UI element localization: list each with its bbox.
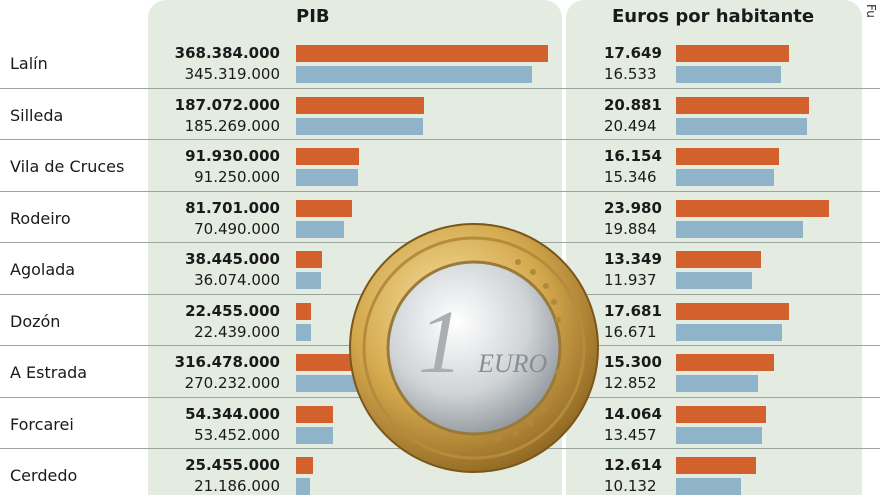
pib-current-bar bbox=[296, 199, 352, 217]
pib-current-value: 187.072.000 bbox=[174, 95, 280, 114]
euros-previous-bar bbox=[676, 426, 762, 444]
pib-previous-value: 185.269.000 bbox=[184, 116, 280, 135]
euro-coin-image: 1 EURO bbox=[349, 223, 599, 473]
euros-current-value: 17.681 bbox=[604, 301, 662, 320]
row-separator bbox=[0, 190, 880, 192]
pib-previous-value: 53.452.000 bbox=[194, 425, 280, 444]
municipality-label: Lalín bbox=[10, 54, 48, 73]
euros-current-value: 15.300 bbox=[604, 353, 662, 371]
euros-previous-value: 19.884 bbox=[604, 219, 657, 238]
pib-current-value: 22.455.000 bbox=[185, 301, 280, 320]
pib-current-bar bbox=[296, 302, 312, 320]
euros-previous-bar bbox=[676, 272, 753, 289]
municipality-label: Dozón bbox=[10, 311, 61, 331]
euros-header: Euros por habitante bbox=[612, 6, 815, 27]
euros-previous-bar bbox=[676, 117, 807, 135]
euros-previous-bar bbox=[676, 375, 758, 392]
euros-current-bar bbox=[676, 354, 774, 371]
row-separator bbox=[0, 139, 880, 140]
pib-current-bar bbox=[296, 96, 424, 114]
euros-current-bar bbox=[676, 45, 789, 62]
municipality-label: Agolada bbox=[10, 260, 76, 279]
row-separator bbox=[0, 87, 880, 89]
pib-current-bar bbox=[296, 45, 548, 62]
euros-current-bar bbox=[676, 302, 789, 320]
pib-header: PIB bbox=[296, 6, 330, 27]
euros-current-bar bbox=[676, 457, 757, 474]
euros-current-value: 20.881 bbox=[604, 95, 662, 114]
pib-previous-value: 270.232.000 bbox=[184, 374, 280, 392]
pib-current-bar bbox=[296, 251, 323, 268]
euros-previous-bar bbox=[676, 323, 783, 341]
pib-previous-bar bbox=[296, 426, 333, 444]
euros-current-value: 17.649 bbox=[604, 44, 662, 62]
pib-previous-bar bbox=[296, 323, 312, 341]
euros-current-bar bbox=[676, 148, 780, 165]
municipality-label: Forcarei bbox=[10, 414, 74, 434]
euros-previous-value: 13.457 bbox=[604, 425, 657, 444]
pib-current-value: 316.478.000 bbox=[174, 353, 280, 371]
pib-current-value: 368.384.000 bbox=[174, 44, 280, 62]
pib-previous-value: 21.186.000 bbox=[194, 477, 280, 495]
euros-previous-value: 16.533 bbox=[604, 65, 657, 83]
pib-current-bar bbox=[296, 148, 359, 165]
euros-previous-value: 12.852 bbox=[604, 374, 657, 392]
pib-current-value: 91.930.000 bbox=[185, 147, 280, 165]
source-label: Fu bbox=[864, 4, 878, 18]
pib-current-value: 38.445.000 bbox=[185, 250, 280, 268]
euros-previous-value: 10.132 bbox=[604, 477, 657, 495]
pib-previous-value: 36.074.000 bbox=[194, 271, 280, 289]
euros-current-value: 12.614 bbox=[604, 456, 662, 474]
pib-previous-bar bbox=[296, 66, 533, 83]
coin-text: EURO bbox=[477, 349, 548, 378]
euros-previous-value: 16.671 bbox=[604, 322, 657, 341]
euros-previous-bar bbox=[676, 220, 803, 238]
euros-previous-value: 20.494 bbox=[604, 116, 657, 135]
municipality-label: A Estrada bbox=[10, 363, 88, 382]
pib-previous-bar bbox=[296, 478, 311, 495]
municipality-label: Silleda bbox=[10, 105, 64, 125]
pib-previous-value: 22.439.000 bbox=[194, 322, 280, 341]
pib-current-bar bbox=[296, 457, 314, 474]
coin-denomination: 1 bbox=[418, 293, 463, 392]
euros-previous-value: 15.346 bbox=[604, 168, 657, 186]
pib-previous-bar bbox=[296, 220, 345, 238]
pib-previous-value: 91.250.000 bbox=[194, 168, 280, 186]
municipality-label: Vila de Cruces bbox=[10, 157, 125, 176]
euros-current-value: 14.064 bbox=[604, 404, 662, 423]
municipality-label: Rodeiro bbox=[10, 208, 71, 228]
euros-current-bar bbox=[676, 251, 762, 268]
euros-previous-value: 11.937 bbox=[604, 271, 657, 289]
pib-previous-value: 70.490.000 bbox=[194, 219, 280, 238]
euros-previous-bar bbox=[676, 66, 782, 83]
euros-previous-bar bbox=[676, 478, 741, 495]
pib-previous-bar bbox=[296, 169, 359, 186]
pib-previous-bar bbox=[296, 272, 321, 289]
euros-current-value: 13.349 bbox=[604, 250, 662, 268]
pib-previous-bar bbox=[296, 117, 423, 135]
pib-current-value: 54.344.000 bbox=[185, 404, 280, 423]
euros-current-bar bbox=[676, 199, 829, 217]
euros-current-bar bbox=[676, 405, 766, 423]
euros-previous-bar bbox=[676, 169, 774, 186]
pib-previous-value: 345.319.000 bbox=[184, 65, 280, 83]
pib-current-value: 81.701.000 bbox=[185, 198, 280, 217]
pib-current-bar bbox=[296, 405, 334, 423]
pib-current-value: 25.455.000 bbox=[185, 456, 280, 474]
euros-current-bar bbox=[676, 96, 810, 114]
euros-current-value: 23.980 bbox=[604, 198, 662, 217]
euros-current-value: 16.154 bbox=[604, 147, 662, 165]
municipality-label: Cerdedo bbox=[10, 466, 78, 485]
